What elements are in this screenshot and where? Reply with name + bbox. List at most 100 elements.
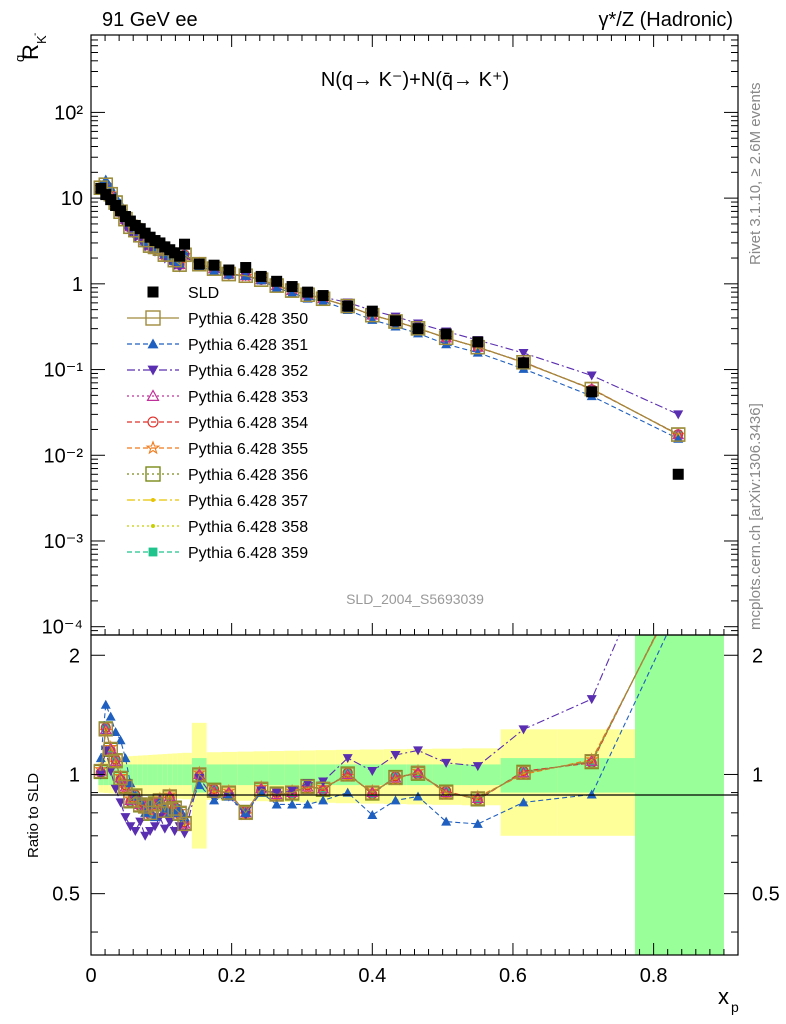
ratio-point — [194, 773, 205, 783]
series-point — [287, 288, 298, 298]
ratio-point — [120, 813, 131, 823]
ratio-point — [130, 826, 141, 836]
ratio-point — [192, 767, 207, 782]
ratio-point — [341, 768, 354, 780]
ratio-point — [128, 789, 143, 804]
ratio-point — [388, 770, 403, 786]
data-point — [472, 336, 484, 348]
ratio-point — [109, 754, 122, 766]
ratio-point — [152, 793, 168, 808]
data-point — [223, 264, 235, 276]
series-point — [516, 355, 531, 370]
mcplots-label: mcplots.cern.ch [arXiv:1306.3436] — [747, 403, 764, 630]
ratio-point — [674, 585, 683, 594]
ratio-point — [302, 779, 313, 789]
ratio-point — [123, 793, 138, 808]
data-point — [240, 262, 252, 274]
ratio-point — [133, 797, 148, 812]
legend-label: Pythia 6.428 352 — [188, 363, 308, 380]
ratio-tick-label-right: 1 — [752, 764, 763, 786]
ratio-point — [179, 829, 190, 839]
ratio-point — [167, 801, 182, 816]
axis-ticks: 0 0.2 0.4 0.6 0.8 10⁻⁴ 10⁻³ 10⁻² 10⁻¹ 1 10 10² 0.5 0.… — [42, 34, 780, 987]
data-point — [95, 182, 107, 194]
ratio-point — [673, 494, 683, 503]
ratio-point — [367, 767, 378, 777]
ratio-point — [209, 795, 220, 805]
ratio-point — [673, 588, 684, 598]
y-axis-label-main: R — [18, 44, 43, 60]
data-point — [366, 305, 378, 317]
band-green — [284, 764, 300, 786]
ratio-tick-label: 2 — [69, 645, 80, 667]
legend-label: Pythia 6.428 355 — [188, 441, 308, 458]
ratio-point — [390, 795, 401, 805]
data-point — [255, 270, 267, 282]
y-axis-label-sup: q — [12, 55, 27, 62]
ratio-point — [135, 817, 146, 827]
band-green — [253, 764, 269, 786]
data-point — [271, 275, 283, 287]
x-axis-label-sub: p — [731, 999, 739, 1015]
data-point — [174, 250, 186, 262]
series-point — [673, 410, 684, 420]
ratio-point — [93, 763, 109, 779]
ratio-tick-label-right: 0.5 — [752, 884, 780, 906]
ratio-point — [98, 722, 113, 737]
band-green — [221, 764, 238, 786]
ratio-point — [411, 766, 425, 778]
series-point — [302, 293, 313, 303]
ratio-point — [145, 826, 156, 836]
data-point — [440, 328, 452, 340]
ratio-point — [115, 798, 126, 808]
ratio-point — [672, 585, 685, 598]
ratio-point — [676, 590, 680, 594]
ratio-point — [672, 584, 685, 597]
ratio-point — [108, 754, 123, 769]
x-tick-label: 0.8 — [640, 965, 668, 987]
ratio-point — [470, 791, 485, 806]
data-point — [286, 281, 298, 293]
ratio-point — [120, 753, 131, 763]
y-tick-label: 10² — [54, 102, 83, 124]
ratio-point — [586, 695, 597, 705]
ratio-point — [115, 735, 126, 745]
ratio-line — [100, 635, 657, 826]
band-green — [132, 764, 138, 786]
ratio-point — [194, 780, 205, 790]
ratio-point — [287, 799, 298, 809]
ratio-point — [110, 784, 121, 794]
y-axis-label-sub: K — [34, 35, 49, 44]
ratio-point — [413, 746, 424, 756]
data-point — [115, 205, 127, 217]
analysis-tag: SLD_2004_S5693039 — [346, 591, 484, 607]
legend-label: SLD — [188, 285, 219, 302]
ratio-point — [390, 750, 401, 760]
ratio-point — [105, 711, 116, 721]
ratio-point — [157, 803, 173, 818]
ratio-point — [301, 780, 314, 792]
ratio-point — [365, 785, 380, 800]
ratio-point — [95, 753, 106, 763]
ratio-point — [342, 787, 353, 797]
data-point — [586, 386, 598, 398]
ratio-point — [271, 799, 282, 809]
y-tick-label: 1 — [72, 274, 83, 296]
ratio-point — [113, 770, 128, 786]
data-point — [208, 259, 220, 271]
band-green — [162, 764, 168, 786]
ratio-point — [410, 765, 426, 780]
band-green — [500, 758, 558, 793]
data-point — [412, 323, 424, 335]
series-point — [192, 256, 207, 272]
ratio-point — [125, 822, 136, 832]
ratio-point — [114, 771, 127, 783]
series-point — [388, 314, 403, 329]
data-point — [105, 194, 117, 206]
uncertainty-bands — [98, 635, 724, 955]
x-axis-label: x — [718, 984, 729, 1009]
band-green — [137, 764, 143, 786]
data-point — [518, 357, 530, 369]
ratio-point — [287, 786, 298, 796]
ratio-point — [302, 799, 313, 809]
